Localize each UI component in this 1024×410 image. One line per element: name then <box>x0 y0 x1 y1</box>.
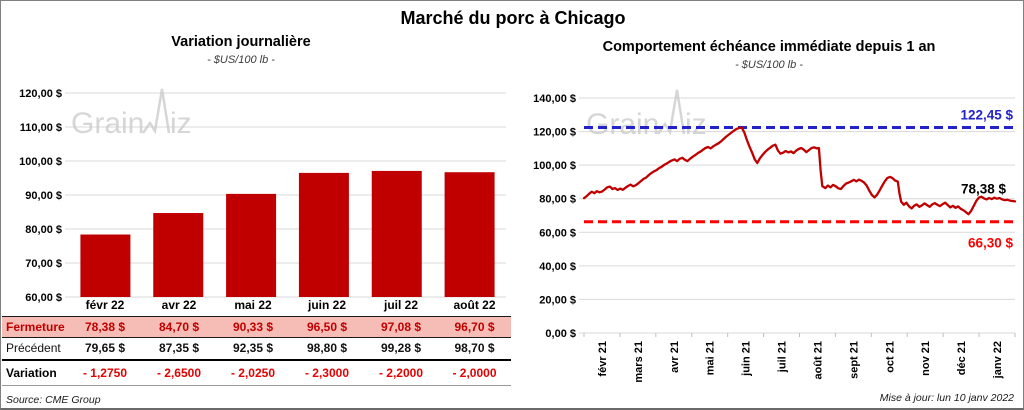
table-cell: 98,70 $ <box>438 337 511 361</box>
page-title: Marché du porc à Chicago <box>400 8 626 28</box>
daily-variation-bar-chart: 60,00 $ 70,00 $ 80,00 $ 90,00 $ 100,00 $ 110,… <box>19 88 506 304</box>
month-header: juin 22 <box>307 298 346 313</box>
price-series <box>582 126 1017 216</box>
bar-juil 22 <box>371 170 422 297</box>
month-tick-label: juin 21 <box>741 341 753 377</box>
month-tick-label: mai 21 <box>705 341 717 375</box>
svg-text:80,00 $: 80,00 $ <box>539 194 576 206</box>
month-tick-label: oct 21 <box>884 341 896 373</box>
row-label: Fermeture <box>2 315 68 338</box>
table-cell: 79,65 $ <box>68 337 142 361</box>
row-label: Variation <box>2 360 68 386</box>
support-label: 66,30 $ <box>968 236 1014 251</box>
svg-text:40,00 $: 40,00 $ <box>539 261 576 273</box>
front-month-line-chart: 0,00 $ 20,00 $ 40,00 $ 60,00 $ 80,00 $ 100,00… <box>533 89 1017 383</box>
svg-text:120,00 $: 120,00 $ <box>533 127 576 139</box>
table-header-row: févr 22 avr 22 mai 22 juin 22 juil 22 août 22 <box>2 295 511 316</box>
month-tick-label: nov 21 <box>920 341 932 376</box>
table-cell: - 2,2000 <box>364 360 438 386</box>
update-note: Mise à jour: lun 10 janv 2022 <box>879 392 1014 404</box>
svg-text:140,00 $: 140,00 $ <box>533 93 576 105</box>
svg-text:70,00 $: 70,00 $ <box>25 258 62 270</box>
svg-text:60,00 $: 60,00 $ <box>25 292 62 304</box>
bar-y-axis-labels: 60,00 $ 70,00 $ 80,00 $ 90,00 $ 100,00 $ 110,… <box>19 88 62 304</box>
month-header: févr 22 <box>85 298 125 313</box>
table-cell: 96,50 $ <box>290 315 364 338</box>
month-tick-label: sept 21 <box>848 341 860 379</box>
svg-text:Grain: Grain <box>586 108 659 141</box>
svg-text:iz: iz <box>170 107 192 140</box>
bar-chart-subtitle: - $US/100 lb - <box>207 54 275 66</box>
row-label: Précédent <box>2 337 68 361</box>
grainwiz-watermark: Grain iz <box>586 89 707 141</box>
month-header: avr 22 <box>161 298 197 313</box>
svg-text:100,00 $: 100,00 $ <box>533 160 576 172</box>
source-note: Source: CME Group <box>6 394 101 406</box>
svg-text:80,00 $: 80,00 $ <box>25 224 62 236</box>
month-header: août 22 <box>453 298 496 313</box>
bar-chart-title: Variation journalière <box>171 34 311 50</box>
svg-text:Grain: Grain <box>71 107 144 140</box>
month-tick-label: mars 21 <box>633 341 645 383</box>
bar-avr 22 <box>153 213 204 297</box>
bar-series <box>80 170 495 297</box>
table-cell: - 1,2750 <box>68 360 142 386</box>
table-cell: 99,28 $ <box>364 337 438 361</box>
month-tick-label: juil 21 <box>777 341 789 373</box>
table-row-variation: Variation - 1,2750- 2,6500- 2,0250- 2,300… <box>2 360 511 386</box>
line-chart-title: Comportement échéance immédiate depuis 1… <box>602 39 936 55</box>
table-row-precedent: Précédent 79,65 $87,35 $92,35 $98,80 $99,… <box>2 337 511 361</box>
svg-text:120,00 $: 120,00 $ <box>19 88 62 100</box>
table-cell: 87,35 $ <box>142 337 216 361</box>
table-cell: 97,08 $ <box>364 315 438 338</box>
table-cell: 98,80 $ <box>290 337 364 361</box>
svg-text:60,00 $: 60,00 $ <box>539 227 576 239</box>
table-corner <box>2 295 68 316</box>
month-tick-label: août 21 <box>812 341 824 380</box>
line-gridlines <box>579 97 1015 334</box>
daily-variation-table: févr 22 avr 22 mai 22 juin 22 juil 22 août 22… <box>2 295 511 386</box>
month-header: mai 22 <box>234 298 272 313</box>
month-tick-label: févr 21 <box>597 341 609 376</box>
month-header: juil 22 <box>383 298 418 313</box>
svg-text:iz: iz <box>685 108 707 141</box>
table-cell: - 2,0250 <box>216 360 290 386</box>
bar-août 22 <box>444 172 495 297</box>
line-x-axis-labels: févr 21 mars 21 avr 21 mai 21 juin 21 juil 21… <box>583 333 1016 383</box>
svg-text:0,00 $: 0,00 $ <box>545 328 576 340</box>
table-cell: - 2,6500 <box>142 360 216 386</box>
line-chart-subtitle: - $US/100 lb - <box>735 59 803 71</box>
svg-text:110,00 $: 110,00 $ <box>20 122 62 134</box>
month-tick-label: déc 21 <box>956 341 968 375</box>
month-tick-label: avr 21 <box>669 341 681 373</box>
bar-juin 22 <box>298 172 349 297</box>
table-row-fermeture: Fermeture 78,38 $84,70 $90,33 $96,50 $97,… <box>2 315 511 338</box>
line-y-axis-labels: 0,00 $ 20,00 $ 40,00 $ 60,00 $ 80,00 $ 100,00… <box>533 93 576 340</box>
bar-gridlines <box>65 92 506 298</box>
month-tick-label: janv 22 <box>992 341 1004 379</box>
grainwiz-watermark: Grain iz <box>71 88 192 140</box>
table-cell: 84,70 $ <box>142 315 216 338</box>
table-cell: 78,38 $ <box>68 315 142 338</box>
last-price-label: 78,38 $ <box>961 181 1007 196</box>
table-cell: 92,35 $ <box>216 337 290 361</box>
table-cell: - 2,3000 <box>290 360 364 386</box>
bar-mai 22 <box>226 193 277 297</box>
svg-text:20,00 $: 20,00 $ <box>539 294 576 306</box>
bar-févr 22 <box>80 234 131 297</box>
table-cell: - 2,0000 <box>438 360 511 386</box>
table-cell: 96,70 $ <box>438 315 511 338</box>
svg-text:100,00 $: 100,00 $ <box>19 156 62 168</box>
svg-text:90,00 $: 90,00 $ <box>25 190 62 202</box>
resistance-label: 122,45 $ <box>960 107 1013 122</box>
table-cell: 90,33 $ <box>216 315 290 338</box>
